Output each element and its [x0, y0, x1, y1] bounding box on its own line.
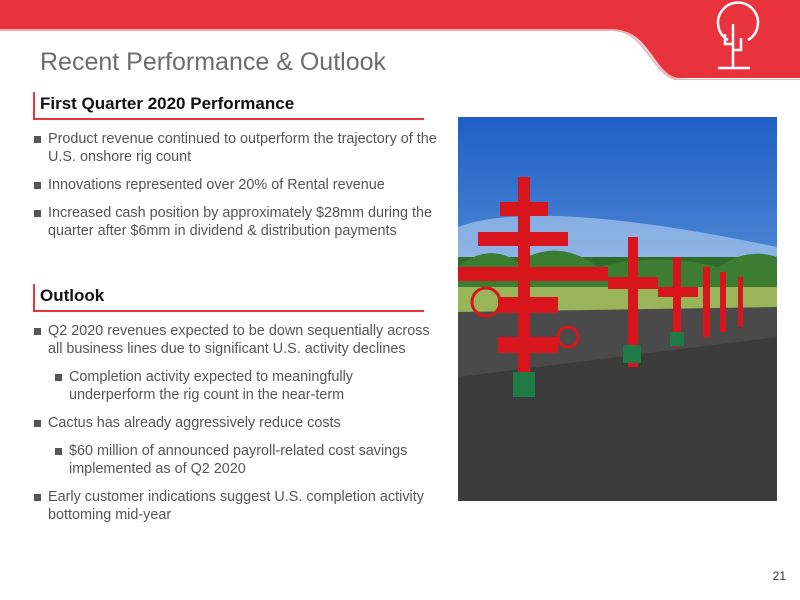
- section: Outlook Q2 2020 revenues expected to be d…: [33, 284, 438, 524]
- bullet: Cactus has already aggressively reduce c…: [33, 414, 438, 432]
- bullet: Product revenue continued to outperform …: [33, 130, 438, 166]
- photo: [458, 117, 777, 501]
- section: First Quarter 2020 Performance Product re…: [33, 92, 438, 240]
- sub-bullet: $60 million of announced payroll-related…: [54, 442, 438, 478]
- bullet: Increased cash position by approximately…: [33, 204, 438, 240]
- bullet-list: Product revenue continued to outperform …: [33, 130, 438, 240]
- bullet-list: Q2 2020 revenues expected to be down seq…: [33, 322, 438, 524]
- cactus-logo: [716, 1, 760, 70]
- bullet: Early customer indications suggest U.S. …: [33, 488, 438, 524]
- bullet: Q2 2020 revenues expected to be down seq…: [33, 322, 438, 358]
- section-heading: Outlook: [33, 284, 424, 312]
- header-banner: [0, 0, 800, 80]
- banner-shape: [0, 0, 800, 78]
- bullet: Innovations represented over 20% of Rent…: [33, 176, 438, 194]
- section-heading: First Quarter 2020 Performance: [33, 92, 424, 120]
- slide-title: Recent Performance & Outlook: [40, 48, 386, 76]
- banner-edge: [0, 29, 800, 80]
- sub-bullet: Completion activity expected to meaningf…: [54, 368, 438, 404]
- page-number: 21: [772, 569, 786, 583]
